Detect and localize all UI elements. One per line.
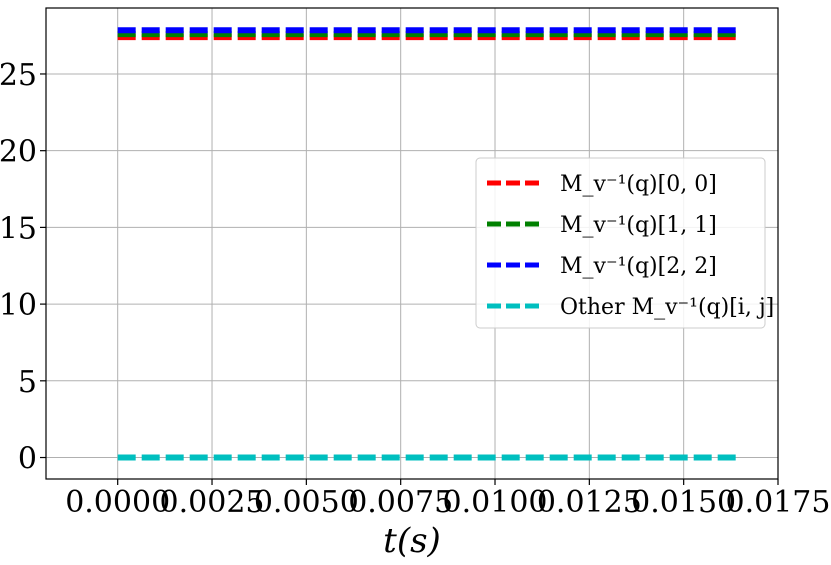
x-axis-label: t(s) bbox=[383, 521, 441, 561]
x-tick-label: 0.0050 bbox=[254, 485, 359, 520]
x-tick-label: 0.0150 bbox=[631, 485, 736, 520]
y-tick-label: 25 bbox=[0, 58, 37, 93]
y-tick-label: 0 bbox=[18, 442, 37, 477]
legend: M_v⁻¹(q)[0, 0] M_v⁻¹(q)[1, 1] M_v⁻¹(q)[2, … bbox=[475, 157, 774, 329]
y-tick-label: 20 bbox=[0, 135, 37, 170]
x-tick-label: 0.0175 bbox=[726, 485, 831, 520]
plot-frame bbox=[45, 7, 779, 480]
y-tick-label: 10 bbox=[0, 288, 37, 323]
legend-box bbox=[475, 157, 766, 329]
y-tick-label: 15 bbox=[0, 211, 37, 246]
x-tick-label: 0.0000 bbox=[65, 485, 170, 520]
legend-label: Other M_v⁻¹(q)[i, j] bbox=[560, 295, 774, 320]
x-tick-label: 0.0125 bbox=[537, 485, 642, 520]
legend-label: M_v⁻¹(q)[1, 1] bbox=[560, 213, 717, 238]
legend-label: M_v⁻¹(q)[0, 0] bbox=[560, 172, 717, 197]
x-tick-label: 0.0075 bbox=[348, 485, 453, 520]
x-axis: 0.00000.00250.00500.00750.01000.01250.01… bbox=[65, 479, 830, 520]
x-tick-label: 0.0100 bbox=[443, 485, 548, 520]
x-tick-label: 0.0025 bbox=[160, 485, 265, 520]
y-axis: 0 5 10 15 20 25 bbox=[0, 58, 46, 477]
y-tick-label: 5 bbox=[18, 365, 37, 400]
legend-label: M_v⁻¹(q)[2, 2] bbox=[560, 254, 717, 279]
series-lines bbox=[117, 27, 741, 461]
